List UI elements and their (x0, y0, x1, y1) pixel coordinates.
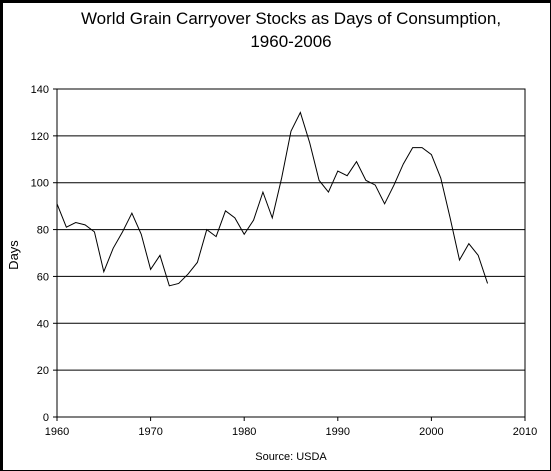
y-tick-label: 40 (37, 318, 49, 330)
y-tick-label: 80 (37, 225, 49, 237)
y-tick-label: 100 (31, 178, 49, 190)
y-tick-label: 20 (37, 365, 49, 377)
chart-title: World Grain Carryover Stocks as Days of … (81, 9, 501, 28)
y-tick-label: 140 (31, 84, 49, 96)
chart-subtitle: 1960-2006 (250, 32, 331, 51)
x-tick-label: 1960 (45, 426, 69, 438)
series-line (56, 111, 489, 287)
y-tick-label: 120 (31, 131, 49, 143)
source-note: Source: USDA (255, 451, 327, 463)
y-tick-label: 0 (43, 412, 49, 424)
plot-area (56, 88, 526, 418)
x-tick-label: 1990 (326, 426, 350, 438)
y-axis-label: Days (6, 240, 21, 270)
y-tick-label: 60 (37, 271, 49, 283)
x-tick-label: 1980 (232, 426, 256, 438)
gridlines (57, 135, 525, 371)
x-tick-label: 2010 (513, 426, 537, 438)
x-tick-label: 1970 (138, 426, 162, 438)
y-axis: 0 20 40 60 80 100 120 140 (31, 84, 57, 424)
x-tick-label: 2000 (419, 426, 443, 438)
x-axis: 1960 1970 1980 1990 2000 2010 (45, 417, 537, 438)
